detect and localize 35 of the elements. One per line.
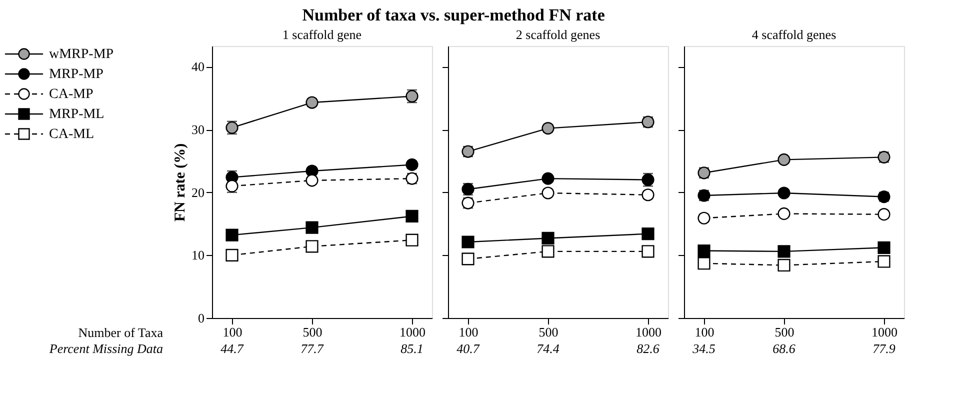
y-tick-label: 10 [192,248,204,263]
text: 82.6 [636,341,660,356]
text: 68.6 [772,341,796,356]
y-tick-label: 30 [192,122,204,138]
x-tick-label: 500 [538,324,558,340]
text: 34.5 [692,341,716,356]
x-tick-label: 100 [458,324,478,340]
text: 77.9 [872,341,896,356]
y-axis-title: FN rate (%) [172,143,188,222]
text: 44.7 [220,341,244,356]
x-tick-label: 100 [694,324,714,340]
text: 40.7 [456,341,480,356]
text: Percent Missing Data [48,341,164,356]
chart-title: Number of taxa vs. super-method FN rate [302,6,606,24]
legend-label: CA-ML [49,127,94,142]
y-tick-label: 20 [192,184,204,200]
chart-subtitle: 4 scaffold genes [752,27,836,42]
x-tick-label: 500 [302,324,322,340]
x-tick-label: 1000 [400,324,426,340]
x-tick-label: 1000 [636,324,662,340]
legend-label: MRP-MP [49,67,104,82]
legend-label: wMRP-MP [49,47,114,62]
x-tick-label: 500 [774,324,794,340]
legend-label: CA-MP [49,87,94,102]
text: 74.4 [536,341,560,356]
y-tick-label: 0 [198,310,204,326]
x-tick-label: 1000 [872,324,898,340]
x-tick-label: 100 [222,324,242,340]
text: Number of Taxa [78,325,164,340]
text: 85.1 [400,341,424,356]
chart-subtitle: 2 scaffold genes [516,27,600,42]
chart-subtitle: 1 scaffold gene [282,27,362,42]
legend-label: MRP-ML [49,107,104,122]
y-tick-label: 40 [192,59,204,74]
text: 77.7 [300,341,324,356]
